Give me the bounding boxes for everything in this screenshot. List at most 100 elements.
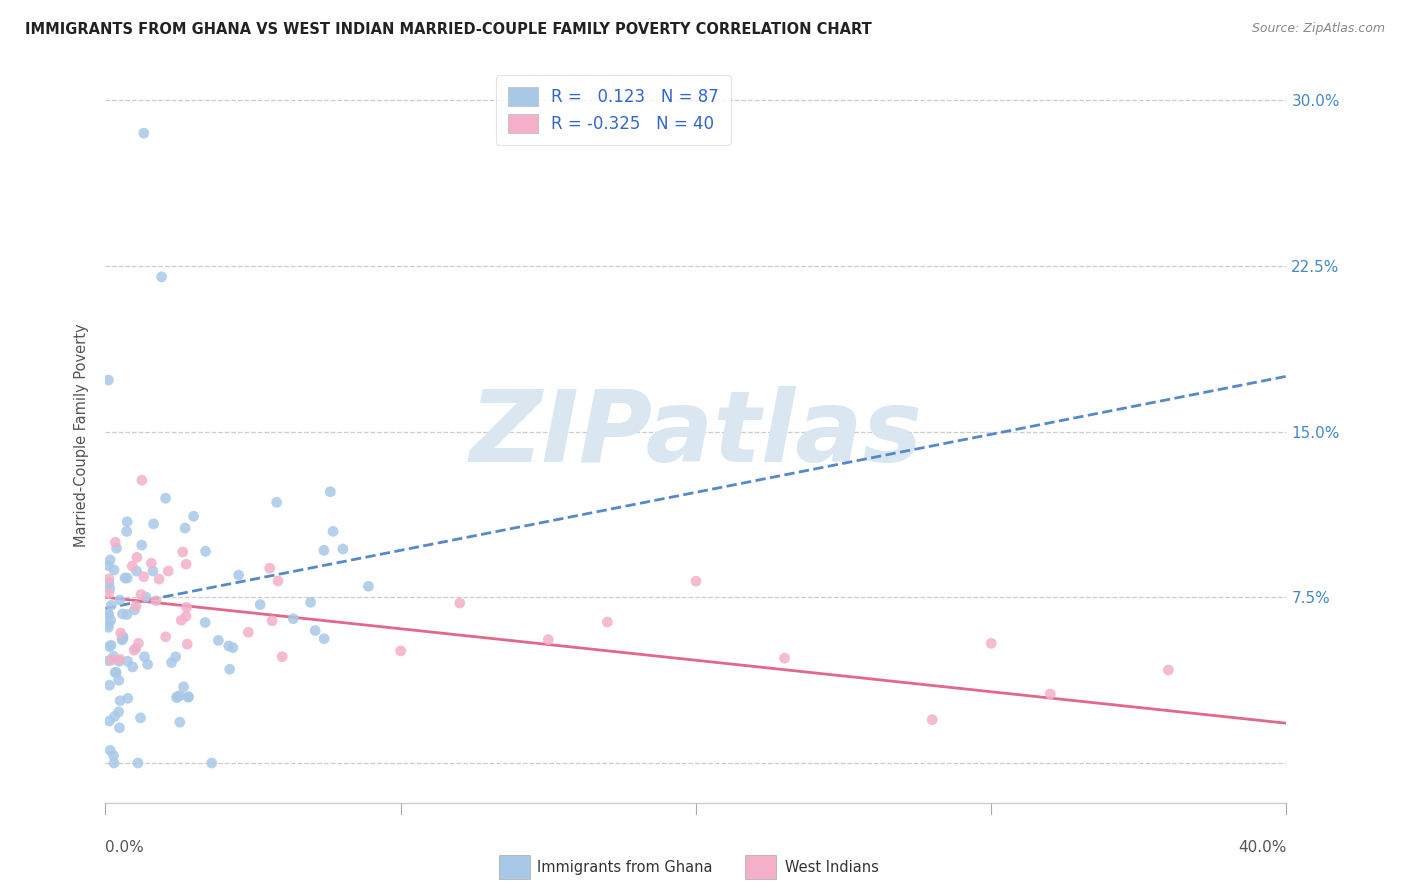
Point: [157, 564, 180, 578]
Point: [259, 561, 281, 575]
Point: [125, 641, 148, 656]
Point: [105, 665, 128, 680]
Point: [150, 269, 173, 284]
Point: [100, 638, 122, 652]
Point: [283, 612, 305, 626]
Point: [218, 662, 240, 676]
Point: [169, 715, 191, 730]
Point: [125, 599, 148, 613]
Point: [238, 625, 260, 640]
Point: [980, 636, 1002, 650]
Point: [117, 654, 139, 668]
Point: [921, 713, 943, 727]
Point: [166, 690, 188, 704]
Point: [174, 609, 197, 624]
Point: [108, 654, 131, 668]
Point: [142, 516, 165, 531]
Point: [97, 607, 120, 622]
Point: [110, 626, 132, 640]
Point: [299, 595, 322, 609]
Point: [125, 550, 148, 565]
Point: [222, 640, 245, 655]
Point: [98, 576, 121, 591]
Point: [249, 598, 271, 612]
Point: [117, 691, 139, 706]
Point: [176, 600, 198, 615]
Point: [97, 558, 120, 573]
Point: [98, 640, 121, 654]
Point: [98, 714, 121, 728]
Point: [122, 643, 145, 657]
Point: [115, 607, 138, 622]
Point: [131, 538, 153, 552]
Point: [97, 607, 120, 622]
Point: [194, 544, 217, 558]
Point: [332, 542, 354, 557]
Point: [201, 756, 224, 770]
Point: [97, 617, 120, 632]
Point: [304, 624, 326, 638]
Point: [105, 541, 128, 556]
Point: [129, 711, 152, 725]
Point: [596, 615, 619, 629]
Text: 0.0%: 0.0%: [105, 839, 145, 855]
Point: [121, 559, 143, 574]
Point: [141, 556, 163, 570]
Point: [108, 694, 131, 708]
Point: [114, 571, 136, 585]
Point: [172, 545, 194, 559]
Point: [111, 607, 134, 621]
Point: [170, 613, 193, 627]
Point: [177, 690, 200, 704]
Point: [108, 721, 131, 735]
Point: [98, 678, 121, 692]
Point: [124, 603, 146, 617]
Point: [312, 543, 335, 558]
Point: [117, 571, 139, 585]
Point: [155, 491, 177, 506]
Point: [121, 660, 143, 674]
Text: Immigrants from Ghana: Immigrants from Ghana: [537, 860, 713, 874]
Point: [97, 586, 120, 600]
Point: [166, 690, 188, 705]
Point: [103, 756, 125, 770]
Point: [174, 557, 197, 571]
Point: [685, 574, 707, 589]
Text: 40.0%: 40.0%: [1239, 839, 1286, 855]
Legend: R =   0.123   N = 87, R = -0.325   N = 40: R = 0.123 N = 87, R = -0.325 N = 40: [496, 75, 731, 145]
Point: [207, 633, 229, 648]
Point: [104, 535, 127, 549]
Point: [537, 632, 560, 647]
Point: [115, 515, 138, 529]
Point: [97, 620, 120, 634]
Point: [357, 579, 380, 593]
Point: [104, 665, 127, 680]
Point: [111, 632, 134, 646]
Point: [132, 570, 155, 584]
Point: [125, 564, 148, 578]
Point: [108, 652, 131, 666]
Point: [155, 630, 177, 644]
Point: [115, 524, 138, 539]
Point: [266, 495, 288, 509]
Point: [142, 564, 165, 578]
Point: [176, 637, 198, 651]
Point: [132, 126, 155, 140]
Point: [134, 649, 156, 664]
Point: [177, 690, 200, 705]
Point: [169, 689, 191, 703]
Point: [131, 473, 153, 487]
Point: [111, 630, 134, 644]
Point: [389, 644, 412, 658]
Point: [127, 636, 149, 650]
Point: [107, 705, 129, 719]
Point: [108, 673, 131, 688]
Point: [173, 680, 195, 694]
Point: [108, 593, 131, 607]
Point: [314, 632, 336, 646]
Point: [103, 563, 125, 577]
Point: [97, 654, 120, 668]
Point: [1039, 687, 1062, 701]
Y-axis label: Married-Couple Family Poverty: Married-Couple Family Poverty: [75, 323, 90, 547]
Point: [194, 615, 217, 630]
